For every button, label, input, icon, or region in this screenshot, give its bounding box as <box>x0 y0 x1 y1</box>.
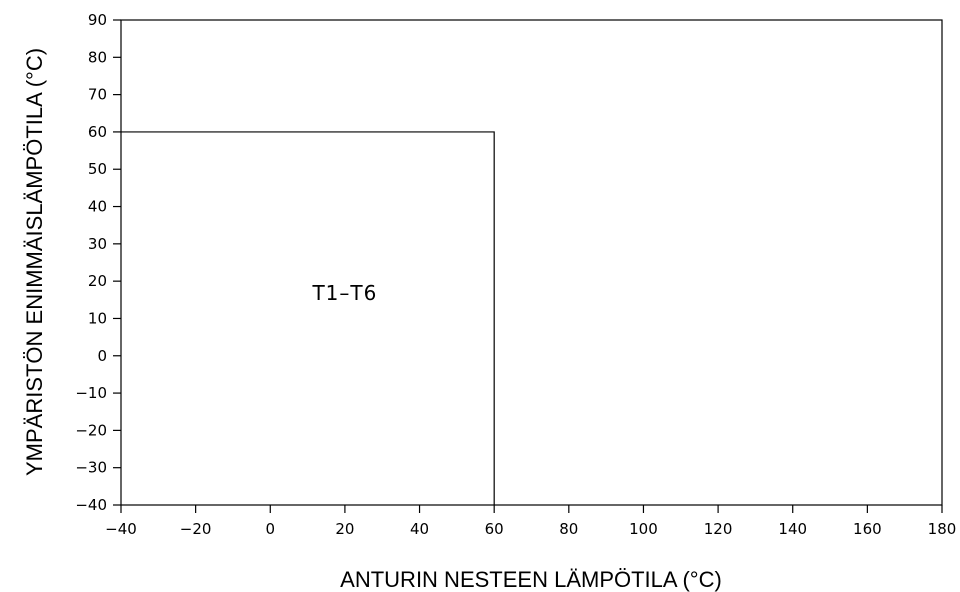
y-tick-label: 50 <box>88 160 107 178</box>
x-tick-label: 180 <box>928 520 957 538</box>
y-tick-label: 10 <box>88 309 107 327</box>
plot-border <box>120 19 943 506</box>
x-tick-label: 100 <box>629 520 658 538</box>
y-tick-label: 90 <box>88 11 107 29</box>
y-tick-label: −40 <box>75 496 107 514</box>
x-axis-ticks: −40 −20 0 20 40 60 80 100 120 140 160 180 <box>105 505 956 538</box>
x-tick-label: −20 <box>180 520 212 538</box>
y-tick-label: −30 <box>75 459 107 477</box>
region-lines <box>121 131 495 505</box>
y-tick-label: 0 <box>97 347 107 365</box>
x-tick-label: 60 <box>485 520 504 538</box>
y-tick-label: 70 <box>88 86 107 104</box>
x-tick-label: 40 <box>410 520 429 538</box>
x-tick-label: 80 <box>559 520 578 538</box>
x-tick-label: 140 <box>778 520 807 538</box>
x-tick-label: 0 <box>265 520 275 538</box>
y-tick-label: −10 <box>75 384 107 402</box>
y-tick-label: −20 <box>75 421 107 439</box>
x-tick-label: 160 <box>853 520 882 538</box>
y-tick-label: 20 <box>88 272 107 290</box>
x-tick-label: 120 <box>704 520 733 538</box>
annotations: T1–T6 <box>311 281 377 305</box>
y-tick-label: 80 <box>88 48 107 66</box>
plot-frame <box>120 19 943 506</box>
y-axis-title: YMPÄRISTÖN ENIMMÄISLÄMPÖTILA (°C) <box>22 48 47 476</box>
y-tick-label: 30 <box>88 235 107 253</box>
x-tick-label: 20 <box>335 520 354 538</box>
region-label: T1–T6 <box>311 281 377 305</box>
region-boundary-line <box>121 131 495 505</box>
x-axis-title: ANTURIN NESTEEN LÄMPÖTILA (°C) <box>340 567 722 592</box>
y-axis-ticks: −40 −30 −20 −10 0 10 20 30 40 50 60 70 80 90 <box>75 11 121 514</box>
y-tick-label: 40 <box>88 198 107 216</box>
y-tick-label: 60 <box>88 123 107 141</box>
x-tick-label: −40 <box>105 520 137 538</box>
